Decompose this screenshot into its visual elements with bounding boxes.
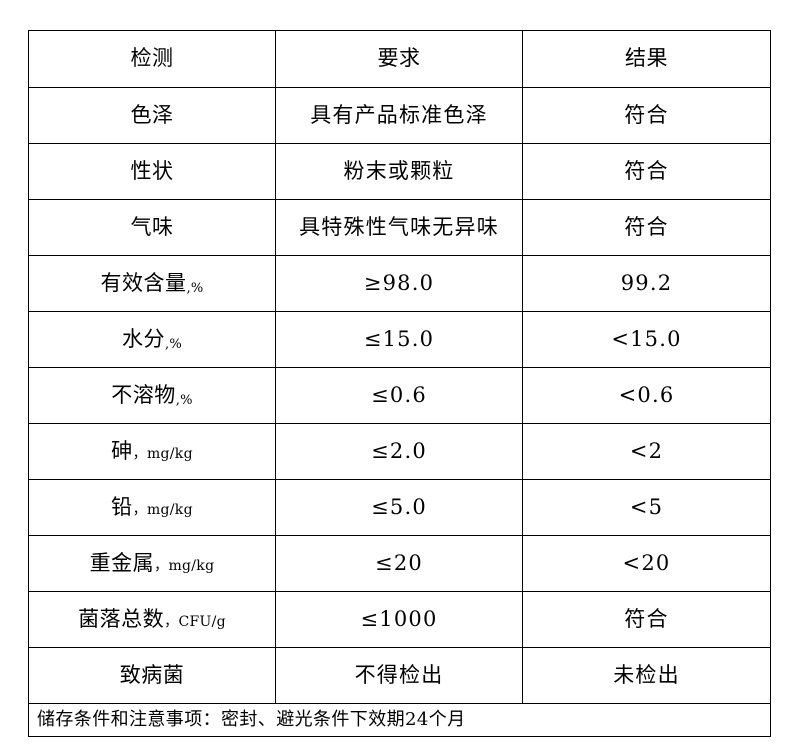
table-footer-row: 储存条件和注意事项：密封、避光条件下效期24个月 (28, 703, 771, 737)
result-value: 符合 (624, 606, 669, 631)
cell-result: <0.6 (522, 367, 771, 424)
item-unit: ,% (175, 392, 193, 408)
table-body: 检测 要求 结果 色泽 具有产品标准色泽 符合 性状 粉末或颗粒 符合 气味 具… (28, 30, 771, 737)
result-value: 99.2 (620, 270, 673, 295)
requirement-value: 粉末或颗粒 (343, 158, 455, 183)
requirement-value: ≤2.0 (371, 438, 427, 463)
cell-item: 致病菌 (28, 647, 276, 704)
storage-note: 储存条件和注意事项：密封、避光条件下效期24个月 (28, 703, 771, 737)
table-row: 重金属，mg/kg ≤20 <20 (28, 535, 771, 592)
cell-requirement: 不得检出 (275, 647, 523, 704)
specification-table: 检测 要求 结果 色泽 具有产品标准色泽 符合 性状 粉末或颗粒 符合 气味 具… (28, 30, 771, 737)
spec-table-container: 检测 要求 结果 色泽 具有产品标准色泽 符合 性状 粉末或颗粒 符合 气味 具… (28, 30, 771, 737)
cell-item: 菌落总数，CFU/g (28, 591, 276, 648)
item-label: 砷 (111, 438, 133, 463)
cell-requirement: ≤15.0 (275, 311, 523, 368)
table-row: 水分,% ≤15.0 <15.0 (28, 311, 771, 368)
requirement-value: ≤5.0 (371, 494, 427, 519)
table-row: 致病菌 不得检出 未检出 (28, 647, 771, 704)
result-value: 符合 (624, 158, 669, 183)
result-value: <2 (629, 438, 664, 463)
cell-item: 铅，mg/kg (28, 479, 276, 536)
cell-item: 有效含量,% (28, 255, 276, 312)
cell-result: 符合 (522, 591, 771, 648)
cell-result: 99.2 (522, 255, 771, 312)
item-label: 铅 (111, 494, 133, 519)
table-row: 色泽 具有产品标准色泽 符合 (28, 87, 771, 144)
column-header-item: 检测 (28, 30, 276, 88)
table-row: 有效含量,% ≥98.0 99.2 (28, 255, 771, 312)
result-value: 未检出 (613, 662, 680, 687)
table-header-row: 检测 要求 结果 (28, 30, 771, 88)
requirement-value: ≥98.0 (363, 270, 435, 295)
cell-item: 重金属，mg/kg (28, 535, 276, 592)
result-value: <15.0 (611, 326, 682, 351)
table-row: 不溶物,% ≤0.6 <0.6 (28, 367, 771, 424)
table-row: 气味 具特殊性气味无异味 符合 (28, 199, 771, 256)
requirement-value: 不得检出 (354, 662, 444, 687)
cell-item: 砷，mg/kg (28, 423, 276, 480)
requirement-value: ≤20 (375, 550, 423, 575)
item-unit: ，mg/kg (132, 445, 193, 462)
cell-result: 符合 (522, 143, 771, 200)
result-value: 符合 (624, 102, 669, 127)
cell-item: 性状 (28, 143, 276, 200)
cell-result: <2 (522, 423, 771, 480)
requirement-value: ≤1000 (360, 606, 438, 631)
column-header-result: 结果 (522, 30, 771, 88)
cell-item: 色泽 (28, 87, 276, 144)
item-unit: ，CFU/g (164, 613, 226, 630)
cell-requirement: 具有产品标准色泽 (275, 87, 523, 144)
cell-item: 气味 (28, 199, 276, 256)
requirement-value: 具特殊性气味无异味 (299, 214, 499, 239)
cell-result: 未检出 (522, 647, 771, 704)
item-unit: ,% (165, 336, 182, 352)
table-row: 铅，mg/kg ≤5.0 <5 (28, 479, 771, 536)
cell-item: 水分,% (28, 311, 276, 368)
cell-requirement: ≤1000 (275, 591, 523, 648)
requirement-value: ≤15.0 (363, 326, 435, 351)
cell-item: 不溶物,% (28, 367, 276, 424)
table-row: 菌落总数，CFU/g ≤1000 符合 (28, 591, 771, 648)
item-label: 致病菌 (119, 662, 185, 687)
item-label: 有效含量 (100, 270, 187, 295)
cell-requirement: 具特殊性气味无异味 (275, 199, 523, 256)
table-row: 性状 粉末或颗粒 符合 (28, 143, 771, 200)
item-label: 重金属 (89, 550, 155, 575)
item-label: 性状 (130, 158, 174, 183)
item-label: 菌落总数 (78, 606, 165, 631)
result-value: 符合 (624, 214, 669, 239)
cell-requirement: ≥98.0 (275, 255, 523, 312)
cell-result: 符合 (522, 87, 771, 144)
item-unit: ，mg/kg (132, 501, 193, 518)
result-value: <5 (629, 494, 664, 519)
cell-result: <15.0 (522, 311, 771, 368)
requirement-value: 具有产品标准色泽 (310, 102, 488, 127)
cell-result: <20 (522, 535, 771, 592)
cell-requirement: ≤2.0 (275, 423, 523, 480)
table-row: 砷，mg/kg ≤2.0 <2 (28, 423, 771, 480)
cell-result: <5 (522, 479, 771, 536)
item-label: 气味 (130, 214, 174, 239)
result-value: <0.6 (618, 382, 675, 407)
item-unit: ，mg/kg (154, 557, 215, 574)
item-label: 不溶物 (111, 382, 176, 407)
cell-requirement: 粉末或颗粒 (275, 143, 523, 200)
item-label: 水分 (122, 326, 166, 351)
cell-requirement: ≤20 (275, 535, 523, 592)
cell-result: 符合 (522, 199, 771, 256)
cell-requirement: ≤0.6 (275, 367, 523, 424)
column-header-requirement: 要求 (275, 30, 523, 88)
item-label: 色泽 (130, 102, 174, 127)
requirement-value: ≤0.6 (371, 382, 427, 407)
cell-requirement: ≤5.0 (275, 479, 523, 536)
item-unit: ,% (186, 280, 204, 296)
result-value: <20 (622, 550, 671, 575)
